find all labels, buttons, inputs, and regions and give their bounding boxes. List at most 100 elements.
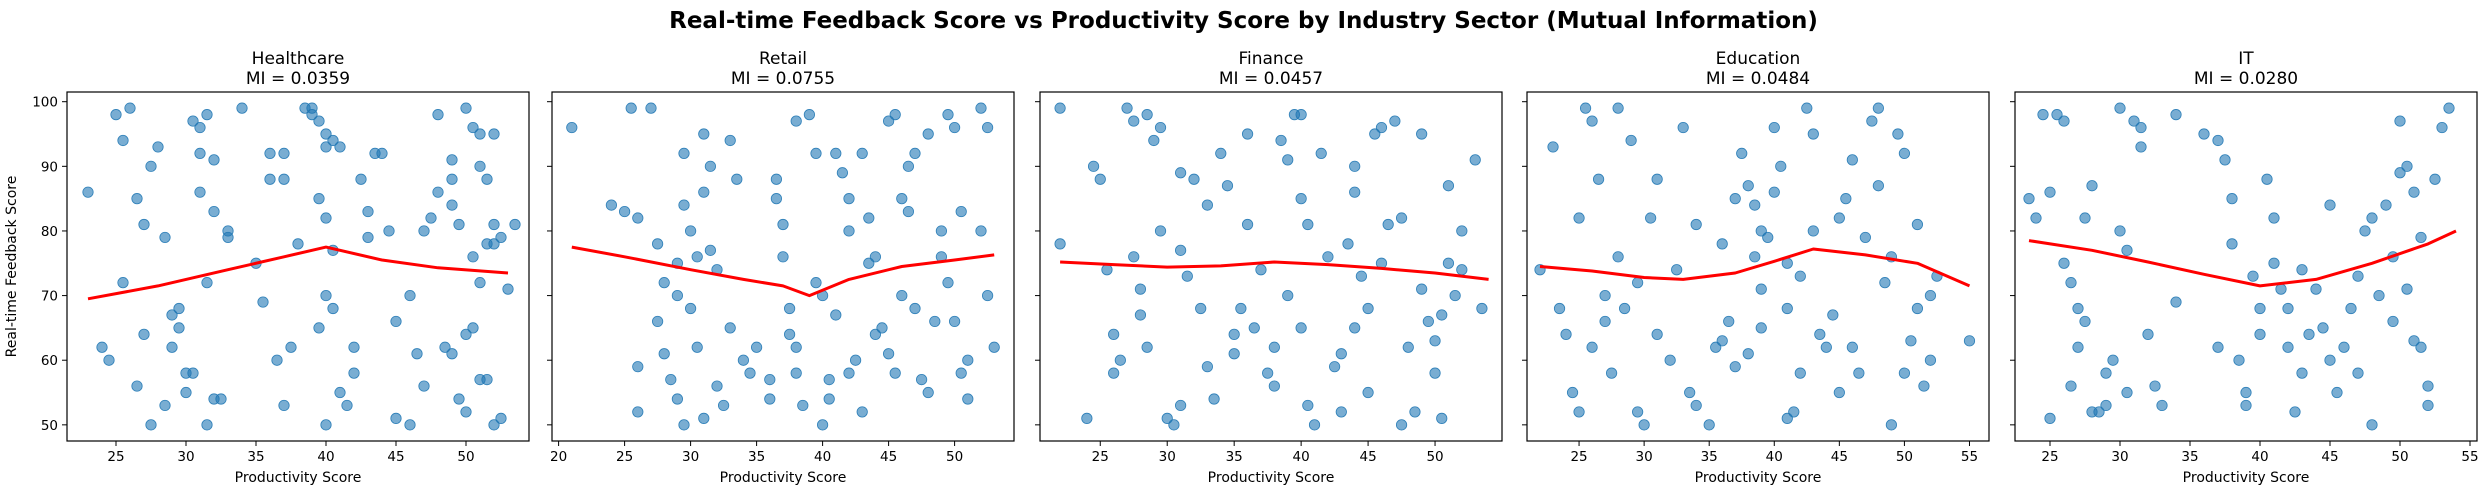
data-point (1605, 367, 1618, 379)
data-point (425, 212, 437, 224)
data-point (474, 128, 486, 140)
data-point (856, 406, 868, 418)
data-point (1121, 102, 1133, 114)
data-point (264, 147, 276, 159)
data-point (698, 186, 710, 198)
data-point (320, 141, 332, 153)
data-point (313, 322, 325, 334)
y-tick-label: 60 (41, 353, 58, 369)
data-point (1208, 393, 1220, 405)
data-point (975, 102, 987, 114)
data-point (1586, 115, 1598, 127)
data-point (962, 393, 974, 405)
data-point (830, 147, 842, 159)
trend-line (87, 245, 509, 301)
data-point (2247, 270, 2259, 282)
data-point (1295, 193, 1307, 205)
x-tick-label: 20 (550, 449, 567, 465)
data-point (2240, 399, 2252, 412)
data-point (1241, 128, 1254, 140)
data-point (711, 380, 723, 392)
data-point (2366, 419, 2378, 431)
data-point (2114, 102, 2126, 114)
x-tick-label: 45 (1831, 449, 1848, 465)
y-tick-label: 90 (41, 159, 58, 175)
data-point (909, 147, 921, 159)
data-point (278, 173, 290, 185)
data-point (1201, 361, 1213, 373)
data-point (1651, 328, 1663, 340)
data-point (1128, 251, 1140, 263)
data-point (2254, 302, 2266, 315)
data-point (1859, 231, 1871, 244)
x-tick-label: 35 (2181, 449, 2198, 465)
data-point (2415, 231, 2427, 244)
data-point (152, 141, 164, 153)
data-point (1315, 147, 1327, 159)
y-tick-label: 50 (41, 418, 58, 434)
data-point (1671, 264, 1683, 276)
data-point (1853, 367, 1865, 379)
plot-frame (551, 91, 1015, 442)
data-point (2240, 386, 2252, 399)
data-point (658, 277, 670, 289)
data-point (684, 302, 697, 315)
data-point (2401, 283, 2413, 295)
data-point (1134, 309, 1147, 321)
data-point (671, 393, 684, 405)
data-point (651, 315, 664, 328)
plot-frame (66, 91, 530, 442)
data-point (1342, 238, 1354, 250)
data-point (1736, 147, 1748, 159)
data-point (1755, 322, 1767, 334)
data-point (1612, 102, 1624, 114)
data-point (823, 374, 835, 386)
data-point (1282, 154, 1294, 166)
data-point (502, 283, 514, 295)
data-point (418, 380, 430, 392)
y-tick-label: 70 (41, 289, 58, 305)
data-point (1335, 348, 1347, 360)
data-point (975, 225, 987, 237)
data-point (1703, 419, 1715, 431)
data-point (110, 109, 122, 121)
data-point (453, 393, 465, 405)
data-point (1599, 315, 1611, 328)
data-point (988, 341, 1000, 353)
y-tick-label: 100 (32, 95, 58, 111)
data-point (2212, 134, 2224, 147)
data-point (453, 218, 465, 231)
data-point (2051, 109, 2063, 121)
data-point (1632, 406, 1644, 418)
data-point (2233, 354, 2245, 366)
data-point (632, 212, 644, 224)
data-point (2282, 302, 2294, 315)
x-tick-label: 30 (682, 449, 699, 465)
data-point (678, 419, 690, 431)
data-point (2219, 154, 2231, 166)
data-point (1911, 302, 1924, 315)
data-point (2268, 257, 2280, 269)
data-point (665, 374, 677, 386)
data-point (1241, 218, 1254, 231)
data-point (632, 361, 644, 373)
data-point (1375, 121, 1388, 134)
data-point (1449, 289, 1461, 302)
data-point (790, 341, 802, 353)
data-point (1898, 367, 1911, 379)
x-tick-label: 25 (616, 449, 633, 465)
data-point (942, 277, 954, 289)
data-point (889, 367, 901, 379)
data-point (313, 115, 325, 127)
data-point (460, 328, 472, 340)
panel-title: Education (1716, 49, 1801, 69)
data-point (1416, 283, 1428, 295)
data-point (1586, 341, 1598, 353)
data-point (2394, 167, 2406, 179)
data-point (1612, 251, 1624, 263)
data-point (2121, 244, 2133, 256)
data-point (1476, 302, 1488, 315)
data-point (1275, 134, 1287, 147)
